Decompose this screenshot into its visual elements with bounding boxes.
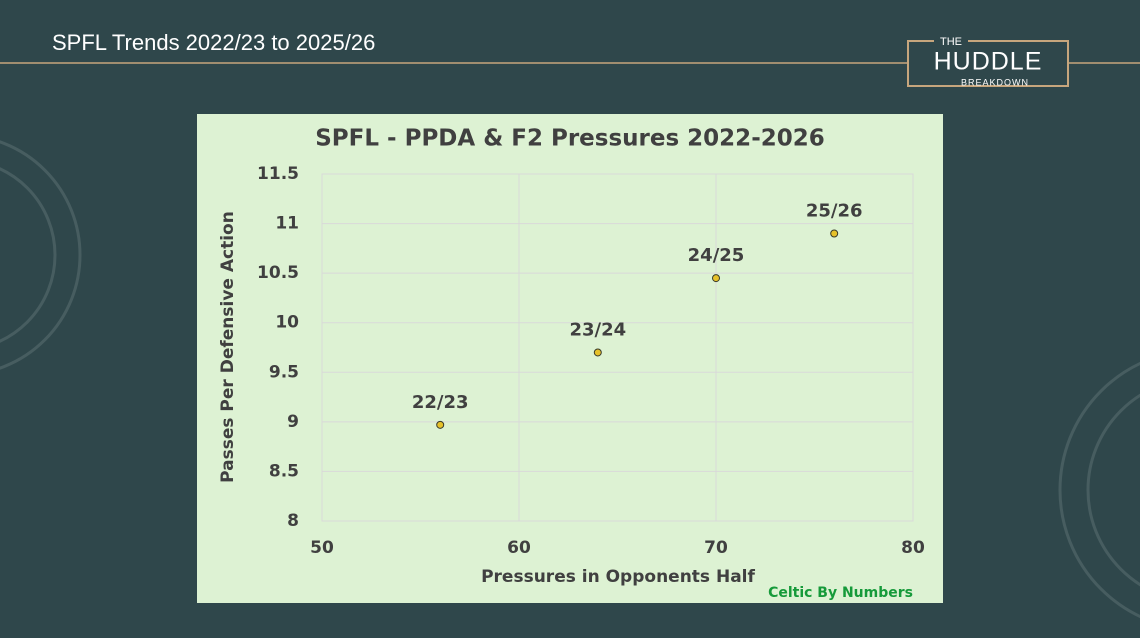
x-axis-label: Pressures in Opponents Half [481,567,755,587]
x-tick-label: 50 [310,538,334,558]
header-title: SPFL Trends 2022/23 to 2025/26 [52,30,375,55]
chart: SPFL - PPDA & F2 Pressures 2022-2026 Pre… [197,114,943,603]
logo-gap [934,36,968,46]
point [593,348,602,357]
y-tick-label: 8 [287,511,299,531]
logo-bottom: BREAKDOWN [961,77,1029,87]
point-label: 23/24 [569,319,626,340]
y-tick-label: 10 [275,313,299,333]
x-tick-label: 60 [507,538,531,558]
y-tick-label: 9 [287,412,299,432]
y-tick-label: 11 [275,214,299,234]
logo-top: THE [940,36,962,48]
logo-box [907,40,1069,87]
point [712,274,720,283]
chart-title: SPFL - PPDA & F2 Pressures 2022-2026 [315,126,825,152]
crest-decoration [0,140,1140,619]
point-label: 22/23 [412,392,469,413]
point [436,420,445,429]
x-tick-label: 70 [704,538,728,558]
source-credit: Celtic By Numbers [768,585,913,601]
y-tick-label: 11.5 [257,164,299,184]
x-tick-label: 80 [901,538,925,558]
y-tick-label: 9.5 [269,362,299,382]
logo-main: HUDDLE [934,48,1043,76]
y-tick-label: 10.5 [257,263,299,283]
point-label: 24/25 [688,245,745,266]
chart-panel [197,114,943,603]
point [830,229,839,238]
point-label: 25/26 [806,200,863,221]
y-axis-label: Passes Per Defensive Action [218,211,238,483]
y-tick-label: 8.5 [269,461,299,481]
